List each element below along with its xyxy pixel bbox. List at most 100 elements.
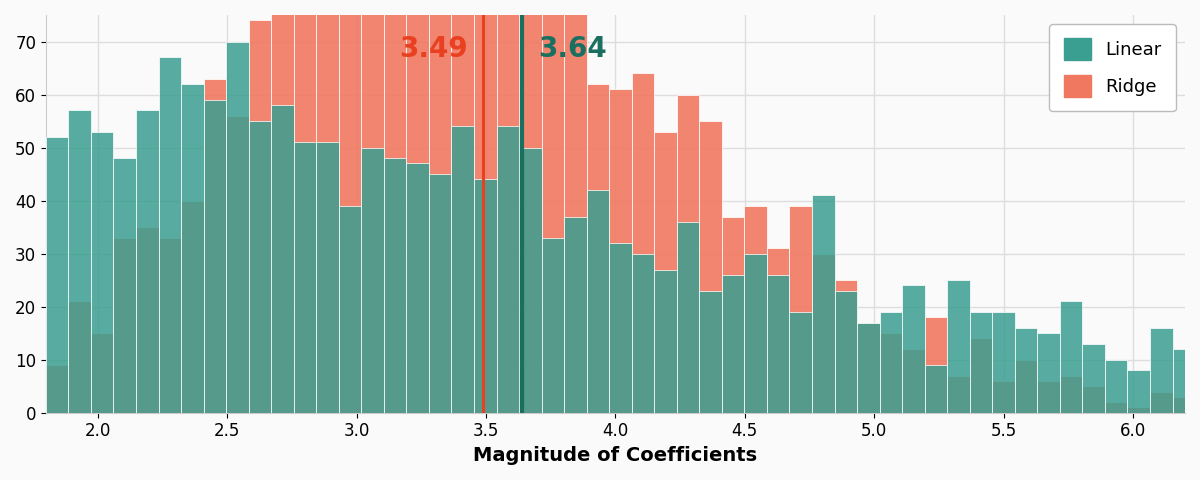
Bar bbox=[407, 164, 428, 413]
Bar bbox=[497, 126, 520, 413]
Bar bbox=[677, 95, 700, 413]
Text: 3.49: 3.49 bbox=[400, 35, 468, 63]
Bar bbox=[520, 0, 541, 413]
Bar bbox=[91, 132, 114, 413]
Bar bbox=[181, 84, 204, 413]
Bar bbox=[700, 291, 722, 413]
Bar bbox=[654, 132, 677, 413]
Bar bbox=[541, 238, 564, 413]
Bar bbox=[631, 73, 654, 413]
Bar bbox=[992, 381, 1015, 413]
Bar bbox=[158, 58, 181, 413]
Bar bbox=[790, 312, 812, 413]
Bar bbox=[136, 227, 158, 413]
Bar bbox=[631, 253, 654, 413]
Bar bbox=[361, 0, 384, 413]
Bar bbox=[204, 100, 226, 413]
Bar bbox=[271, 0, 294, 413]
Bar bbox=[610, 243, 631, 413]
Bar bbox=[744, 206, 767, 413]
Bar bbox=[1172, 397, 1195, 413]
Bar bbox=[1015, 328, 1037, 413]
Bar bbox=[790, 206, 812, 413]
Bar bbox=[338, 206, 361, 413]
Bar bbox=[1082, 386, 1105, 413]
Bar bbox=[1082, 344, 1105, 413]
Bar bbox=[497, 0, 520, 413]
Bar bbox=[564, 0, 587, 413]
Bar bbox=[722, 275, 744, 413]
Bar bbox=[451, 126, 474, 413]
Bar bbox=[880, 312, 902, 413]
Bar bbox=[46, 365, 68, 413]
Bar bbox=[407, 0, 428, 413]
Bar bbox=[204, 79, 226, 413]
Bar bbox=[857, 323, 880, 413]
Bar bbox=[338, 0, 361, 413]
Bar bbox=[947, 376, 970, 413]
Bar bbox=[1128, 370, 1150, 413]
Bar bbox=[880, 333, 902, 413]
Bar bbox=[1060, 301, 1082, 413]
Bar bbox=[1105, 360, 1128, 413]
Bar bbox=[902, 286, 925, 413]
Bar bbox=[271, 105, 294, 413]
Bar bbox=[700, 121, 722, 413]
Bar bbox=[317, 142, 338, 413]
Bar bbox=[317, 0, 338, 413]
Bar bbox=[767, 248, 790, 413]
Bar bbox=[68, 301, 91, 413]
Bar bbox=[91, 333, 114, 413]
Bar bbox=[587, 190, 610, 413]
Bar bbox=[1015, 360, 1037, 413]
Bar bbox=[428, 174, 451, 413]
Bar bbox=[474, 180, 497, 413]
Bar bbox=[1195, 397, 1200, 413]
Bar bbox=[1037, 381, 1060, 413]
Bar bbox=[654, 270, 677, 413]
Bar bbox=[1150, 392, 1172, 413]
Bar bbox=[947, 280, 970, 413]
Bar bbox=[46, 137, 68, 413]
Bar bbox=[158, 238, 181, 413]
Bar bbox=[744, 253, 767, 413]
Bar bbox=[1128, 408, 1150, 413]
Bar bbox=[925, 365, 947, 413]
Bar bbox=[564, 216, 587, 413]
Bar bbox=[136, 110, 158, 413]
Text: 3.64: 3.64 bbox=[538, 35, 606, 63]
Bar bbox=[226, 116, 248, 413]
Bar bbox=[294, 0, 317, 413]
Bar bbox=[114, 238, 136, 413]
Bar bbox=[812, 253, 834, 413]
Bar bbox=[248, 20, 271, 413]
Bar bbox=[1060, 376, 1082, 413]
Bar bbox=[722, 216, 744, 413]
Bar bbox=[767, 275, 790, 413]
Bar bbox=[428, 0, 451, 413]
Bar bbox=[1172, 349, 1195, 413]
Bar bbox=[925, 317, 947, 413]
Bar bbox=[1150, 328, 1172, 413]
Bar bbox=[181, 201, 204, 413]
Bar bbox=[610, 89, 631, 413]
Bar bbox=[384, 158, 407, 413]
Bar bbox=[541, 0, 564, 413]
Bar bbox=[68, 110, 91, 413]
Bar bbox=[226, 41, 248, 413]
Bar bbox=[834, 280, 857, 413]
Bar bbox=[474, 0, 497, 413]
Bar bbox=[1105, 402, 1128, 413]
Bar bbox=[451, 0, 474, 413]
Bar bbox=[587, 84, 610, 413]
Bar bbox=[248, 121, 271, 413]
Bar bbox=[1195, 354, 1200, 413]
Bar bbox=[520, 147, 541, 413]
Bar bbox=[992, 312, 1015, 413]
Bar bbox=[384, 0, 407, 413]
Bar bbox=[970, 338, 992, 413]
Bar bbox=[677, 222, 700, 413]
Bar bbox=[361, 147, 384, 413]
Bar bbox=[857, 323, 880, 413]
Bar bbox=[834, 291, 857, 413]
